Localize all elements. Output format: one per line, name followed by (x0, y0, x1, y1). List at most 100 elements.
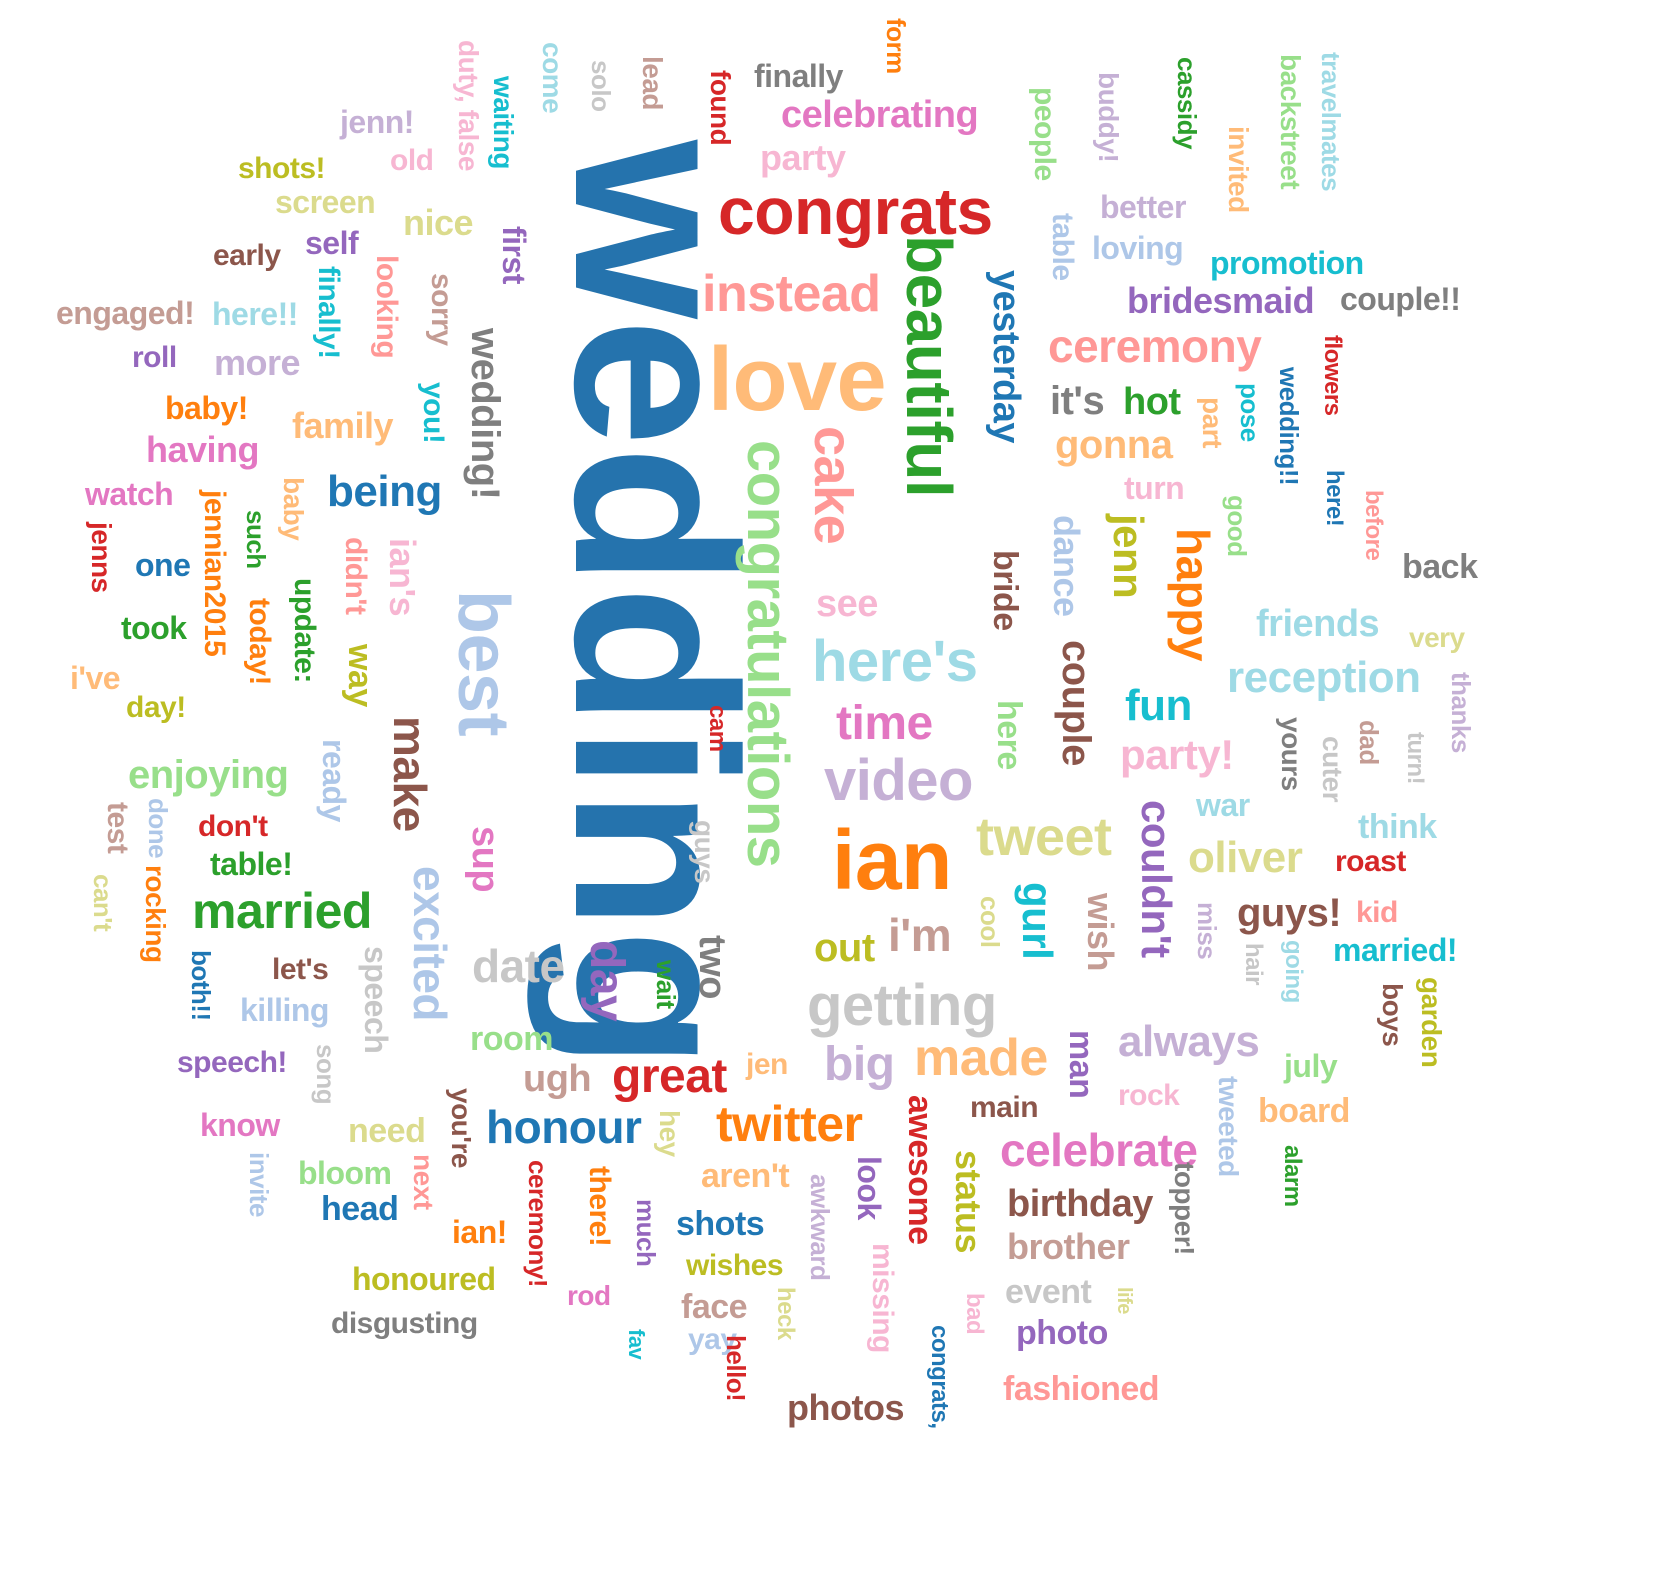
word: photos (787, 1387, 904, 1428)
word: enjoying (128, 753, 289, 797)
word: going (1280, 940, 1307, 1003)
word: twitter (716, 1096, 863, 1152)
word: backstreet (1275, 54, 1306, 190)
word: day! (126, 691, 186, 724)
word: hot (1123, 381, 1181, 423)
word: always (1118, 1017, 1260, 1066)
word: time (836, 697, 933, 750)
word: look (851, 1156, 887, 1220)
word: reception (1227, 653, 1421, 702)
word: promotion (1210, 245, 1364, 281)
word: celebrate (1000, 1124, 1198, 1176)
word: very (1409, 622, 1465, 653)
word: shots (676, 1205, 765, 1243)
word: face (681, 1288, 748, 1326)
word: big (824, 1038, 895, 1091)
word: disgusting (331, 1307, 478, 1340)
word: nice (403, 202, 474, 243)
word: table (1046, 213, 1079, 281)
word: invite (244, 1152, 274, 1217)
word: couple (1054, 640, 1098, 766)
word: finally (754, 58, 843, 94)
word: photo (1016, 1314, 1108, 1352)
word: gonna (1055, 423, 1173, 467)
word: turn (1124, 470, 1185, 506)
word: wedding (527, 140, 784, 1070)
word: old (390, 144, 434, 177)
word: being (327, 467, 442, 516)
word: out (814, 926, 875, 970)
word: july (1284, 1048, 1338, 1084)
word: life (1113, 1287, 1135, 1314)
word: yesterday (985, 270, 1027, 443)
word: speech (358, 946, 394, 1054)
word: finally! (312, 266, 345, 359)
word: more (214, 342, 301, 383)
word: back (1402, 548, 1478, 586)
word: wish (1080, 893, 1121, 972)
word: board (1258, 1092, 1350, 1130)
word: event (1005, 1273, 1092, 1311)
word: beautiful (893, 235, 965, 498)
word: cake (803, 426, 863, 545)
word: sorry (425, 273, 458, 346)
word: main (970, 1091, 1039, 1124)
word: come (537, 42, 568, 114)
word: ready (316, 739, 352, 822)
word: bride (986, 550, 1024, 631)
word: bloom (298, 1155, 392, 1191)
word: congrats (718, 174, 993, 248)
word: yours (1276, 717, 1307, 791)
word: missing (866, 1243, 899, 1353)
word: ceremony! (523, 1160, 553, 1287)
word: alarm (1279, 1145, 1306, 1207)
word: birthday (1007, 1183, 1153, 1225)
word: way (341, 644, 379, 707)
word: make (384, 716, 436, 832)
word: bridesmaid (1127, 280, 1315, 321)
word: ian! (452, 1214, 507, 1250)
word: family (292, 405, 394, 446)
word: status (948, 1150, 989, 1254)
word: yay (688, 1323, 737, 1356)
word: ugh (523, 1058, 592, 1100)
word: jennian2015 (198, 490, 231, 657)
word: tweet (976, 807, 1112, 867)
word: travelmates (1316, 52, 1346, 192)
word: lead (637, 56, 668, 111)
word: party (760, 137, 846, 178)
word: you! (417, 382, 450, 444)
word: video (824, 748, 974, 813)
word: shots! (238, 152, 326, 185)
word: roast (1335, 845, 1406, 878)
word: next (408, 1154, 439, 1210)
word: kid (1356, 896, 1398, 929)
word: date (472, 940, 565, 992)
word: i've (70, 660, 121, 696)
word: good (1222, 495, 1252, 557)
word: here (990, 700, 1028, 770)
word: before (1360, 490, 1387, 561)
word: ian (832, 813, 952, 907)
word: killing (240, 992, 329, 1028)
word: invited (1223, 126, 1254, 213)
word: honour (486, 1101, 642, 1153)
word: fashioned (1003, 1370, 1160, 1408)
word: married (192, 883, 372, 939)
word: pose (1235, 383, 1265, 442)
word: tweeted (1213, 1076, 1244, 1177)
word: took (121, 610, 187, 646)
word: see (816, 583, 878, 625)
word: flowers (1319, 335, 1346, 416)
word: two (691, 935, 733, 999)
word: duty, false (453, 40, 484, 171)
word: congratulations (735, 440, 800, 868)
word: first (496, 226, 532, 284)
word: found (705, 70, 736, 146)
word: excited (404, 866, 456, 1022)
word: awesome (901, 1095, 939, 1245)
word: baby! (165, 390, 248, 426)
word: let's (272, 953, 329, 986)
word: cuter (1317, 736, 1348, 802)
word: much (631, 1199, 661, 1267)
